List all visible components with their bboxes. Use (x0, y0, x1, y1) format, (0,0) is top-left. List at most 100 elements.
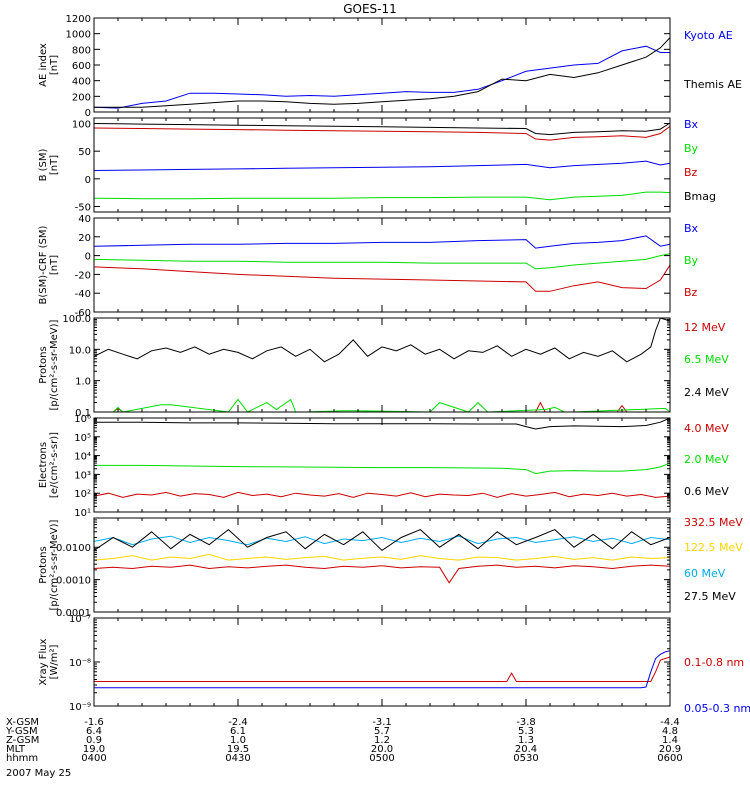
orbit-cell-0-0: -1.6 (84, 717, 104, 728)
series-electrons-2 (94, 417, 671, 430)
ylabel-bsm-1: [nT] (49, 155, 60, 175)
orbit-cell-1-2: 1.0 (230, 735, 246, 746)
ytick-label-electrons-5: 10⁶ (74, 414, 91, 425)
orbit-cell-3-1: 5.3 (518, 726, 534, 737)
frame-protons_low (93, 317, 671, 413)
orbit-cell-2-1: 5.7 (374, 726, 390, 737)
panel-electrons: 10¹ 10² 10³ 10⁴ 10⁵ 10⁶ Electrons [e/(cm²-s-sr)… (38, 414, 729, 519)
series-protons_high-1 (93, 553, 671, 561)
frame-xray (93, 617, 671, 707)
date-label: 2007 May 25 (6, 768, 71, 779)
legend-protons_low-2: 2.4 MeV (684, 386, 729, 399)
orbit-row-label-2: Z-GSM (6, 735, 39, 746)
ytick-label-ae-4: 800 (72, 45, 91, 56)
ytick-label-protons_low-1: 1.0 (75, 377, 91, 388)
series-bsm-1 (93, 191, 671, 201)
ylabel-electrons-0: Electrons (38, 442, 49, 488)
ytick-label-bsm-3: 100 (72, 120, 91, 131)
series-electrons-1 (94, 462, 671, 475)
series-xray-1 (94, 650, 671, 689)
ylabel-protons_low-1: [p/(cm²-s-sr-MeV)] (49, 319, 60, 410)
legend-xray-1: 0.05-0.3 nm (684, 702, 750, 715)
series-xray-0 (94, 656, 671, 682)
ylabel-ae-1: [nT] (49, 55, 60, 75)
ylabel-protons_high-0: Protons (38, 546, 49, 583)
ylabel-bdiff-0: B(SM)-CRF (SM) (38, 225, 49, 304)
orbit-cell-2-4: 0500 (369, 753, 394, 764)
orbit-row-label-0: X-GSM (6, 717, 39, 728)
series-protons_high-0 (93, 564, 671, 584)
orbit-row-label-3: MLT (6, 744, 26, 755)
ytick-label-xray-0: 10⁻⁹ (69, 702, 91, 713)
ytick-label-ae-5: 1000 (66, 30, 91, 41)
legend-bsm-0: Bx (684, 118, 699, 131)
legend-protons_high-3: 27.5 MeV (684, 590, 736, 603)
legend-bdiff-2: Bz (684, 286, 698, 299)
frame-ae (93, 17, 671, 113)
ytick-label-protons_high-2: 0.0100 (56, 543, 91, 554)
legend-electrons-2: 0.6 MeV (684, 485, 729, 498)
panel-xray: 10⁻⁹ 10⁻⁸ 10⁻⁷ Xray Flux [W/m²] 0.1-0.8 nm 0.0… (38, 614, 750, 715)
orbit-cell-0-1: 6.4 (86, 726, 102, 737)
ylabel-ae-0: AE index (38, 43, 49, 87)
ylabel-bsm-0: B (SM) (38, 148, 49, 181)
series-protons_low-1 (112, 398, 671, 413)
ylabel-protons_high-1: [p/(cm²-s-sr-MeV)] (49, 519, 60, 610)
orbit-cell-1-4: 0430 (225, 753, 250, 764)
ytick-label-xray-1: 10⁻⁸ (69, 658, 91, 669)
ytick-label-bdiff-0: -60 (75, 308, 91, 319)
ytick-label-ae-0: 0 (85, 108, 91, 119)
ylabel-xray-0: Xray Flux (38, 638, 49, 685)
ytick-label-bdiff-5: 40 (78, 214, 91, 225)
ylabel-protons_low-0: Protons (38, 346, 49, 383)
ytick-label-xray-2: 10⁻⁷ (69, 614, 91, 625)
panel-bsm: -50 0 50 100 B (SM) [nT] Bx By Bz Bmag (38, 117, 716, 213)
series-ae-1 (94, 37, 671, 108)
ytick-label-ae-2: 400 (72, 77, 91, 88)
panel-protons_low: 0.1 1.0 10.0 100.0 Protons [p/(cm²-s-sr-MeV)]… (38, 314, 729, 419)
orbit-cell-1-0: -2.4 (228, 717, 248, 728)
orbit-cell-3-3: 20.4 (515, 744, 537, 755)
ytick-label-electrons-2: 10³ (74, 470, 91, 481)
ytick-label-protons_low-0: 0.1 (75, 408, 91, 419)
series-bdiff-2 (93, 264, 671, 292)
ytick-label-protons_high-0: 0.0001 (56, 608, 91, 619)
ytick-label-ae-6: 1200 (66, 14, 91, 25)
orbit-cell-4-0: -4.4 (660, 717, 680, 728)
series-bdiff-1 (93, 253, 671, 270)
panel-protons_high: 0.0001 0.0010 0.0100 Protons [p/(cm²-s-sr-Me… (38, 516, 743, 619)
orbit-cell-2-2: 1.2 (374, 735, 390, 746)
series-bsm-2 (93, 125, 671, 141)
legend-protons_high-0: 332.5 MeV (684, 516, 743, 529)
ytick-label-electrons-0: 10¹ (74, 508, 91, 519)
ytick-label-bsm-1: 0 (85, 175, 91, 186)
legend-electrons-0: 4.0 MeV (684, 422, 729, 435)
legend-bsm-2: Bz (684, 166, 698, 179)
orbit-row-label-1: Y-GSM (5, 726, 38, 737)
orbit-cell-1-3: 19.5 (227, 744, 249, 755)
orbit-cell-2-0: -3.1 (372, 717, 392, 728)
frame-bdiff (93, 217, 671, 313)
ytick-label-bdiff-4: 20 (78, 233, 91, 244)
orbit-cell-3-2: 1.3 (518, 735, 534, 746)
ytick-label-bdiff-3: 0 (85, 252, 91, 263)
ytick-label-ae-3: 600 (72, 61, 91, 72)
ytick-label-bdiff-1: -40 (75, 289, 91, 300)
legend-bsm-1: By (684, 142, 699, 155)
series-protons_high-2 (93, 535, 671, 546)
series-ae-0 (93, 45, 670, 109)
orbit-cell-0-4: 0400 (81, 753, 106, 764)
series-bdiff-0 (93, 235, 671, 249)
panel-ae: 0 200 400 600 800 1000 1200 AE index [nT] Kyoto A… (38, 14, 742, 119)
ytick-label-bdiff-2: -20 (75, 270, 91, 281)
series-protons_low-2 (93, 317, 671, 363)
legend-bsm-3: Bmag (684, 190, 716, 203)
orbit-cell-4-1: 4.8 (662, 726, 678, 737)
ylabel-bdiff-1: [nT] (49, 255, 60, 275)
frame-electrons (93, 417, 671, 513)
orbit-cell-4-3: 20.9 (659, 744, 681, 755)
legend-protons_high-1: 122.5 MeV (684, 541, 743, 554)
legend-protons_high-2: 60 MeV (684, 567, 726, 580)
